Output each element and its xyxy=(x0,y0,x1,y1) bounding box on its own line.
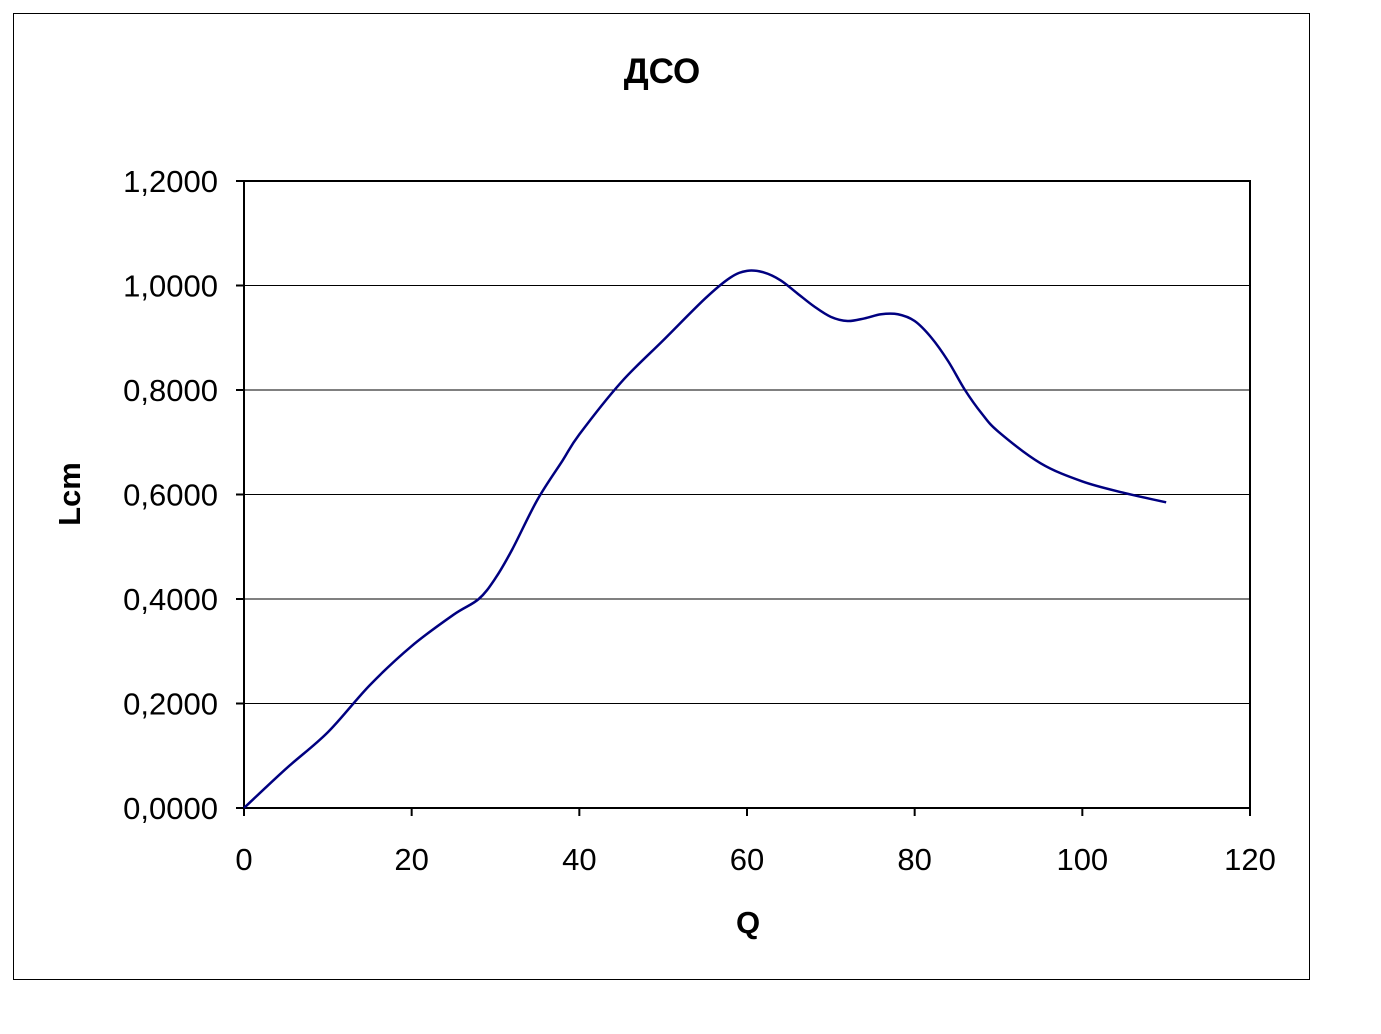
axis-ticks: 0,0000 0,2000 0,4000 0,6000 0,8000 1,0000 1,20… xyxy=(123,164,1276,877)
chart-area xyxy=(13,13,1310,980)
x-tick-label: 40 xyxy=(562,842,596,877)
y-tick-label: 0,0000 xyxy=(123,791,218,826)
x-tick-label: 100 xyxy=(1056,842,1108,877)
series-layer xyxy=(243,269,1167,809)
y-tick-label: 1,2000 xyxy=(123,164,218,199)
x-tick-label: 80 xyxy=(897,842,931,877)
x-tick-label: 60 xyxy=(730,842,764,877)
gridlines xyxy=(244,285,1250,704)
chart-title: ДСО xyxy=(624,52,701,91)
y-axis-title: Lcm xyxy=(52,462,87,526)
x-tick-label: 120 xyxy=(1224,842,1276,877)
x-tick-label: 0 xyxy=(235,842,252,877)
y-tick-label: 0,8000 xyxy=(123,373,218,408)
y-tick-label: 1,0000 xyxy=(123,269,218,304)
y-tick-label: 0,2000 xyxy=(123,687,218,722)
series-line xyxy=(243,269,1167,809)
y-tick-label: 0,6000 xyxy=(123,478,218,513)
x-tick-label: 20 xyxy=(394,842,428,877)
y-tick-label: 0,4000 xyxy=(123,582,218,617)
x-axis-title: Q xyxy=(736,905,760,940)
